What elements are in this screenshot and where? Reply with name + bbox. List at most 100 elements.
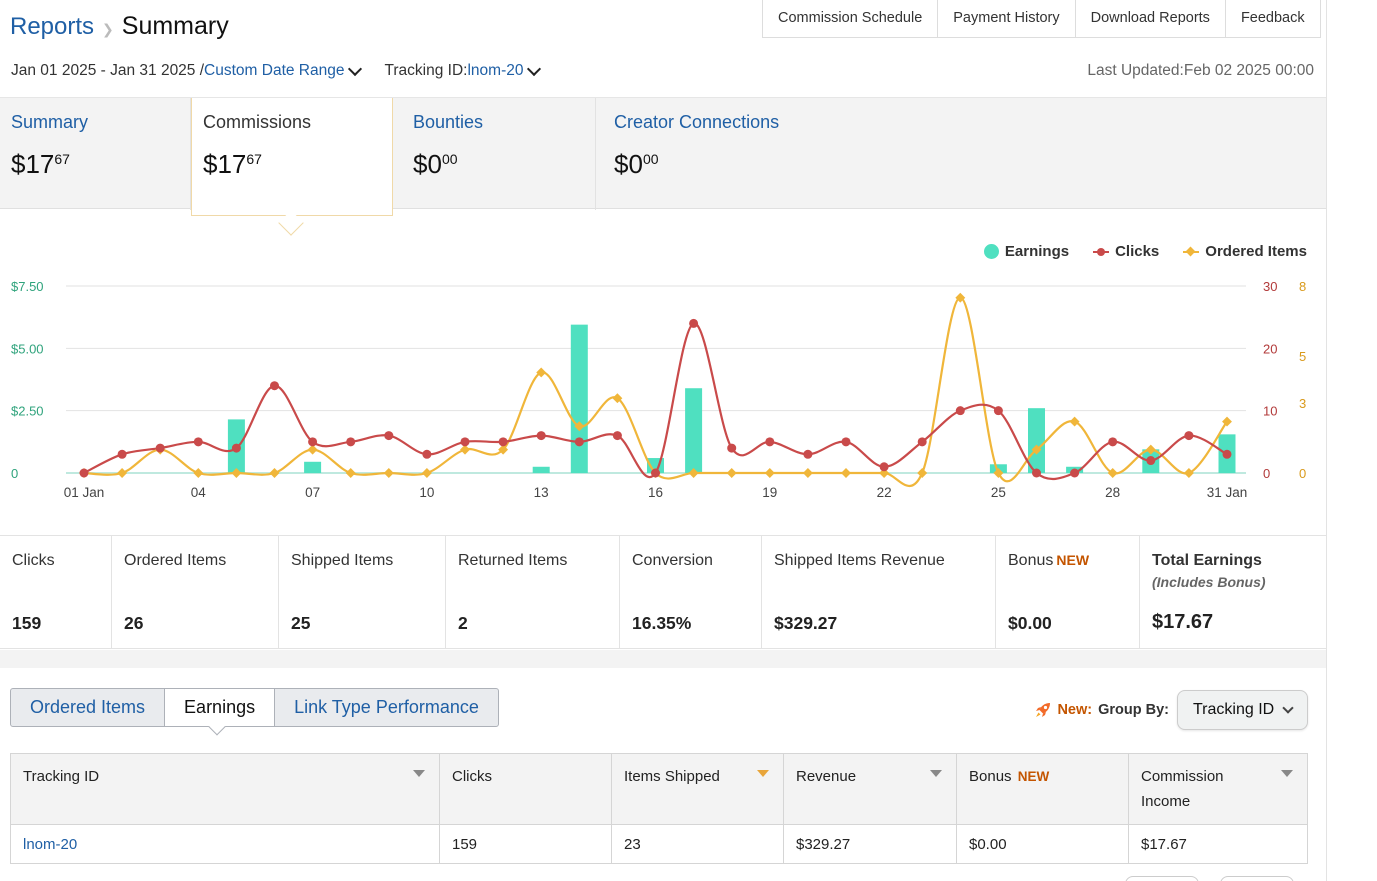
ordered-items-point	[231, 468, 242, 478]
section-divider	[0, 650, 1326, 668]
ordered-items-point	[1107, 468, 1118, 478]
earnings-bar	[532, 466, 550, 473]
stat-bonus: Bonus NEW $0.00	[996, 536, 1140, 648]
creator-connections-amount: $000	[614, 149, 659, 179]
clicks-point	[993, 406, 1003, 416]
legend-earnings[interactable]: Earnings	[983, 243, 1069, 260]
chevron-down-icon[interactable]	[527, 61, 542, 76]
tab-link-type-performance[interactable]: Link Type Performance	[274, 689, 498, 726]
new-badge: NEW	[1017, 769, 1050, 784]
ordered-items-point	[955, 292, 966, 303]
pagination-button[interactable]	[1220, 876, 1294, 881]
clicks-point	[79, 468, 89, 478]
payment-history-link[interactable]: Payment History	[937, 0, 1074, 37]
stat-shipped-items-value: 25	[291, 613, 311, 633]
stat-total-earnings-note: (Includes Bonus)	[1152, 574, 1266, 590]
ordered-items-point	[1183, 468, 1194, 478]
stat-conversion-value: 16.35%	[632, 613, 692, 633]
stat-shipped-items: Shipped Items 25	[279, 536, 446, 648]
tab-creator-connections[interactable]: Creator Connections $000	[596, 98, 856, 210]
feedback-link[interactable]: Feedback	[1224, 0, 1320, 37]
ordered-items-point	[993, 468, 1004, 478]
table-row: lnom-20 159 23 $329.27 $0.00 $17.67	[10, 824, 1308, 864]
column-revenue[interactable]: Revenue	[783, 753, 957, 825]
pagination-button[interactable]	[1125, 876, 1199, 881]
breadcrumb-separator-icon: ❯	[102, 21, 114, 37]
stat-shipped-revenue: Shipped Items Revenue $329.27	[762, 536, 996, 648]
commission-schedule-link[interactable]: Commission Schedule	[778, 10, 923, 26]
column-commission-income[interactable]: Commission Income	[1128, 753, 1308, 825]
sort-caret-icon[interactable]	[413, 770, 425, 777]
tab-bounties[interactable]: Bounties $000	[393, 98, 596, 210]
stat-bonus-label: Bonus NEW	[1008, 552, 1090, 569]
report-page: Reports ❯ Summary Commission Schedule Pa…	[0, 0, 1326, 881]
stat-conversion: Conversion 16.35%	[620, 536, 762, 648]
tab-commissions[interactable]: Commissions $1767	[191, 98, 393, 216]
top-links: Commission Schedule Payment History Down…	[762, 0, 1321, 38]
clicks-point	[879, 462, 889, 472]
clicks-axis-tick-label: 30	[1263, 279, 1277, 294]
breadcrumb: Reports ❯ Summary	[10, 12, 229, 41]
ordered-items-point	[345, 468, 356, 478]
ordered-axis-tick-label: 0	[1299, 466, 1306, 481]
x-axis-tick-label: 28	[1105, 485, 1120, 500]
clicks-point	[346, 437, 356, 447]
legend-ordered-items[interactable]: Ordered Items	[1183, 243, 1307, 260]
clicks-point	[1070, 468, 1080, 478]
tab-creator-connections-label: Creator Connections	[614, 112, 780, 132]
tracking-id-label: Tracking ID:	[384, 62, 468, 79]
ordered-items-point	[917, 468, 928, 478]
clicks-point	[384, 431, 394, 441]
ordered-items-point	[802, 468, 813, 478]
x-axis-tick-label: 13	[534, 485, 549, 500]
clicks-point	[231, 443, 241, 453]
stat-total-earnings-value: $17.67	[1152, 611, 1214, 633]
column-clicks[interactable]: Clicks	[439, 753, 612, 825]
clicks-point	[1184, 431, 1194, 441]
tab-summary-label: Summary	[11, 112, 89, 132]
sort-caret-icon[interactable]	[757, 770, 769, 777]
download-reports-link[interactable]: Download Reports	[1074, 0, 1225, 37]
clicks-point	[422, 449, 432, 459]
legend-clicks[interactable]: Clicks	[1093, 243, 1159, 260]
tracking-id-dropdown[interactable]: lnom-20	[467, 62, 524, 79]
column-tracking-id[interactable]: Tracking ID	[10, 753, 440, 825]
group-by-select[interactable]: Tracking ID	[1177, 690, 1308, 730]
items-shipped-cell: 23	[611, 824, 784, 864]
earnings-dot-icon	[983, 244, 999, 259]
column-items-shipped[interactable]: Items Shipped	[611, 753, 784, 825]
left-axis-tick-label: $2.50	[11, 404, 44, 419]
stat-clicks: Clicks 159	[0, 536, 112, 648]
bonus-cell: $0.00	[956, 824, 1129, 864]
clicks-marker-icon	[1093, 246, 1110, 258]
rocket-icon	[1036, 703, 1051, 717]
ordered-items-point	[117, 468, 128, 478]
date-range-text: Jan 01 2025 - Jan 31 2025 /	[11, 62, 205, 79]
clicks-axis-tick-label: 20	[1263, 341, 1277, 356]
clicks-point	[765, 437, 775, 447]
ordered-items-point	[536, 367, 547, 378]
tab-bounties-label: Bounties	[413, 112, 484, 132]
x-axis-tick-label: 25	[991, 485, 1006, 500]
ordered-axis-tick-label: 3	[1299, 396, 1306, 411]
clicks-cell: 159	[439, 824, 612, 864]
sort-caret-icon[interactable]	[1281, 770, 1293, 777]
chart-legend: Earnings Clicks Ordered Items	[983, 243, 1307, 260]
custom-date-range-dropdown[interactable]: Custom Date Range	[204, 62, 345, 79]
sort-caret-icon[interactable]	[930, 770, 942, 777]
tracking-id-cell[interactable]: lnom-20	[10, 824, 440, 864]
breadcrumb-reports-link[interactable]: Reports	[10, 13, 95, 40]
tab-ordered-items[interactable]: Ordered Items	[30, 697, 146, 717]
tab-commissions-label: Commissions	[203, 112, 312, 132]
earnings-bar	[685, 388, 703, 473]
column-bonus[interactable]: Bonus NEW	[956, 753, 1129, 825]
earnings-bar	[304, 461, 322, 473]
chevron-down-icon[interactable]	[348, 61, 363, 76]
revenue-cell: $329.27	[783, 824, 957, 864]
ordered-items-point	[574, 421, 585, 432]
summary-tabs: Summary $1767 Commissions $1767 Bounties…	[0, 97, 1326, 216]
clicks-point	[270, 381, 279, 391]
tab-summary[interactable]: Summary $1767	[0, 98, 191, 210]
stat-total-earnings: Total Earnings (Includes Bonus) $17.67	[1140, 536, 1326, 648]
page-title: Summary	[121, 12, 229, 40]
